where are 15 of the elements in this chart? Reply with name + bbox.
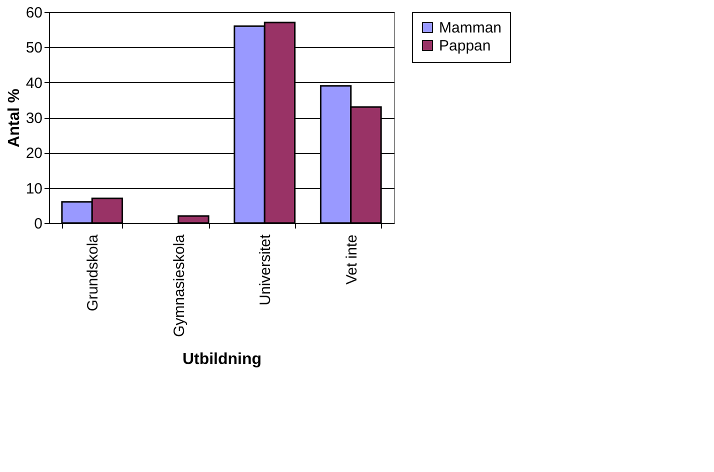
x-tick-label: Grundskola: [84, 234, 102, 312]
y-tick-label: 40: [26, 74, 42, 92]
y-axis-title: Antal %: [6, 88, 23, 148]
y-tick-label: 0: [34, 216, 42, 232]
legend-label: Mamman: [439, 20, 502, 36]
x-tick-label: Vet inte: [343, 234, 360, 285]
y-tick-label: 30: [26, 110, 42, 127]
x-tick-label: Universitet: [257, 234, 274, 306]
x-tick-label: Gymnasieskola: [170, 234, 188, 338]
x-axis-title: Utbildning: [182, 351, 262, 368]
y-tick-label: 50: [26, 40, 42, 57]
y-tick-label: 60: [26, 4, 42, 22]
y-tick-label: 10: [26, 180, 42, 198]
legend-label: Pappan: [439, 38, 491, 54]
y-tick-label: 20: [26, 145, 42, 162]
